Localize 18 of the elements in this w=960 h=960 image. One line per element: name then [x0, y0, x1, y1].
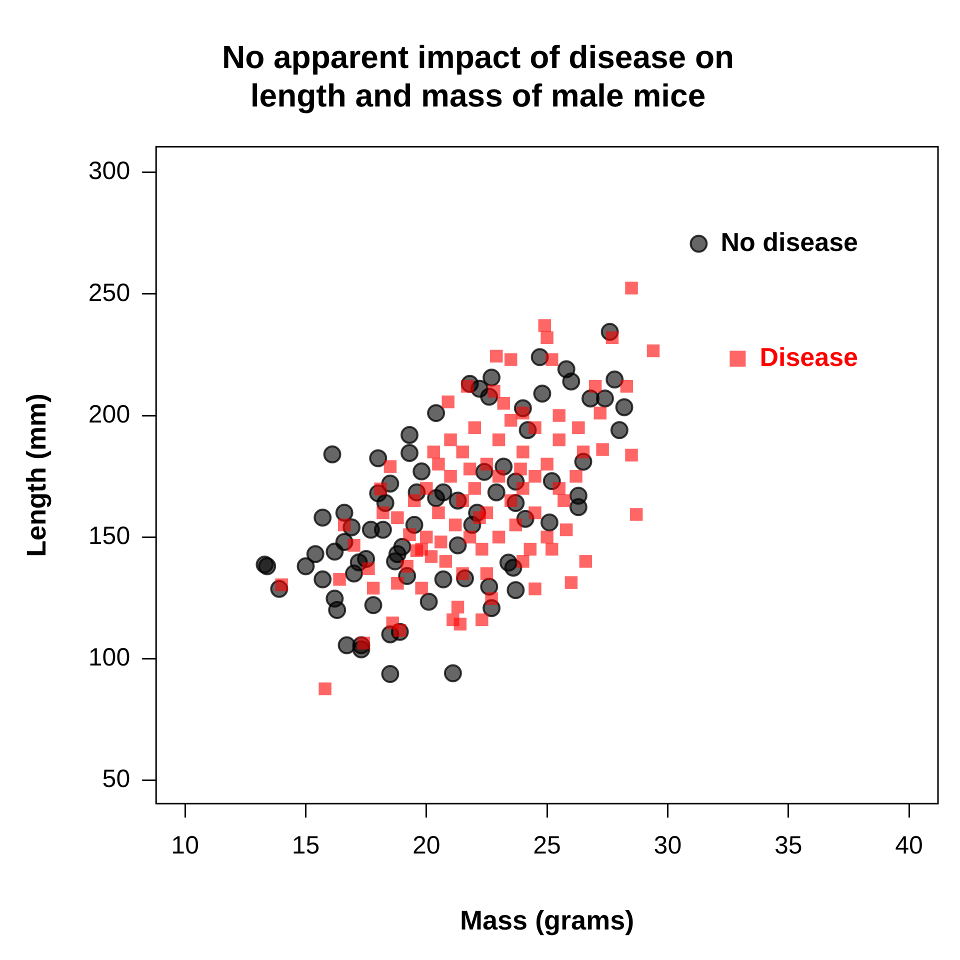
x-tick-label: 20 — [412, 831, 440, 860]
x-tick-label: 25 — [533, 831, 561, 860]
x-tick-label: 30 — [654, 831, 682, 860]
x-tick-label: 15 — [292, 831, 320, 860]
legend-label: No disease — [720, 226, 858, 257]
x-tick-label: 40 — [895, 831, 923, 860]
x-tick-label: 10 — [171, 831, 199, 860]
legend-label: Disease — [760, 342, 858, 372]
x-axis-title: Mass (grams) — [460, 905, 634, 936]
y-tick-label: 200 — [88, 400, 130, 428]
y-tick-label: 100 — [88, 644, 130, 672]
x-tick-label: 35 — [774, 831, 802, 860]
y-tick-label: 300 — [88, 157, 130, 186]
y-tick-label: 150 — [88, 522, 130, 550]
y-tick-label: 250 — [88, 278, 130, 307]
y-axis-title: Length (mm) — [22, 393, 52, 557]
y-tick-label: 50 — [102, 765, 130, 794]
chart-title: No apparent impact of disease on length and mass of male mice — [222, 39, 734, 114]
